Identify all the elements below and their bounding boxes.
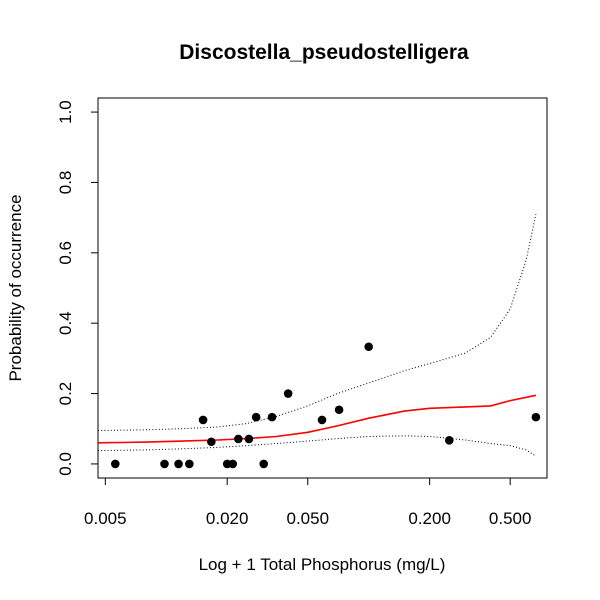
data-point	[531, 412, 541, 422]
data-point	[244, 434, 254, 444]
data-point	[185, 459, 194, 469]
y-tick-label: 0.6	[56, 241, 75, 265]
data-point	[234, 434, 243, 444]
x-tick-label: 0.200	[408, 509, 451, 528]
y-axis-label: Probability of occurrence	[6, 194, 25, 381]
y-tick-label: 0.2	[56, 382, 75, 406]
y-axis: 0.0 0.2 0.4 0.6 0.8 1.0	[56, 100, 99, 476]
curves	[97, 213, 537, 457]
y-tick-label: 0.4	[56, 311, 75, 335]
data-point	[251, 412, 261, 422]
x-axis-label: Log + 1 Total Phosphorus (mg/L)	[199, 555, 446, 574]
chart-title: Discostella_pseudostelligera	[179, 41, 469, 64]
data-point	[317, 415, 327, 425]
y-tick-label: 1.0	[56, 100, 75, 124]
y-tick-label: 0.8	[56, 171, 75, 195]
data-point	[334, 405, 344, 415]
data-point	[283, 389, 293, 398]
x-tick-label: 0.005	[84, 509, 127, 528]
data-point	[207, 437, 216, 447]
data-point	[259, 459, 269, 469]
data-point	[364, 342, 373, 352]
x-axis: 0.005 0.020 0.050 0.200 0.500	[84, 477, 532, 528]
data-point	[174, 459, 183, 469]
lower-ci-line	[97, 435, 537, 457]
fit-line	[97, 394, 537, 444]
y-tick-label: 0.0	[56, 452, 75, 476]
x-tick-label: 0.050	[286, 509, 329, 528]
data-point	[228, 459, 238, 469]
data-point	[267, 412, 277, 422]
upper-ci-line	[97, 213, 537, 431]
data-point	[110, 459, 120, 469]
x-tick-label: 0.500	[489, 509, 532, 528]
data-point	[198, 415, 208, 425]
data-points	[110, 342, 541, 469]
data-point	[444, 436, 454, 445]
x-tick-label: 0.020	[206, 509, 249, 528]
data-point	[160, 459, 169, 469]
